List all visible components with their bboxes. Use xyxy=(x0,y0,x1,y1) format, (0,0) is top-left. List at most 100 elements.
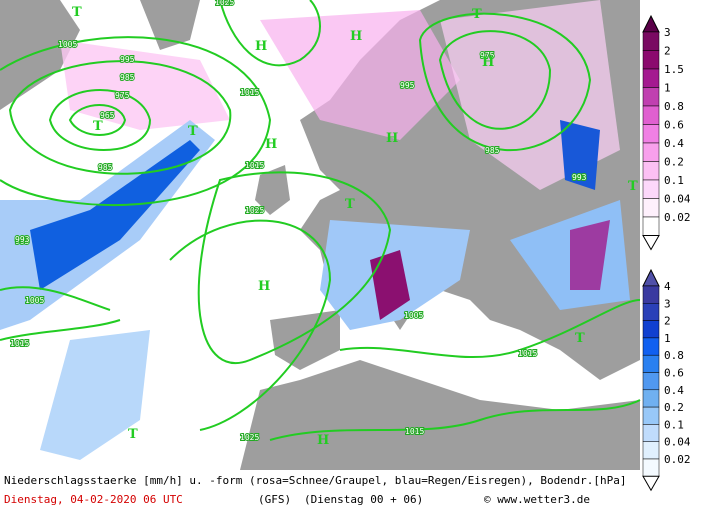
scale-cell xyxy=(642,179,660,199)
scale-cell xyxy=(642,406,660,425)
pressure-label: 1005 xyxy=(404,311,423,320)
scale-label: 0.6 xyxy=(664,367,684,380)
pressure-label: 975 xyxy=(115,91,130,100)
pressure-center: T xyxy=(128,427,138,442)
scale-label: 0.1 xyxy=(664,174,684,187)
pressure-center: T xyxy=(93,119,103,134)
pressure-label: 995 xyxy=(120,55,135,64)
land-greenland xyxy=(0,0,80,110)
isobar xyxy=(197,171,392,365)
scale-cell xyxy=(642,354,660,373)
scale-cell xyxy=(642,372,660,391)
pressure-center: T xyxy=(345,197,355,212)
pressure-center: T xyxy=(72,5,82,20)
scale-label: 0.4 xyxy=(664,137,684,150)
scale-cell xyxy=(642,285,660,304)
pressure-label: 965 xyxy=(100,111,115,120)
scale-arrow xyxy=(642,475,660,492)
pressure-center: T xyxy=(628,179,638,194)
snow-area xyxy=(370,250,410,320)
scale-cell xyxy=(642,105,660,125)
pressure-label: 1025 xyxy=(245,206,264,215)
isobar xyxy=(0,286,121,341)
pressure-label: 985 xyxy=(485,146,500,155)
scale-label: 4 xyxy=(664,280,671,293)
isobar xyxy=(219,0,321,67)
scale-cell xyxy=(642,124,660,144)
scale-label: 0.8 xyxy=(664,349,684,362)
pressure-center: H xyxy=(258,279,270,294)
scale-label: 0.2 xyxy=(664,156,684,169)
pressure-label: 1015 xyxy=(405,427,424,436)
scale-label: 0.8 xyxy=(664,100,684,113)
caption: Niederschlagsstaerke [mm/h] u. -form (ro… xyxy=(4,474,627,506)
scale-label: 0.6 xyxy=(664,119,684,132)
pressure-center: T xyxy=(188,124,198,139)
scale-cell xyxy=(642,216,660,236)
scale-cell xyxy=(642,31,660,51)
scale-cell xyxy=(642,87,660,107)
pressure-center: H xyxy=(317,433,329,448)
land-iberia xyxy=(270,310,340,370)
scale-label: 1.5 xyxy=(664,63,684,76)
pressure-label: 993 xyxy=(15,235,30,244)
pressure-center: T xyxy=(575,331,585,346)
pressure-center: H xyxy=(386,131,398,146)
pressure-label: 993 xyxy=(572,173,587,182)
pressure-label: 1015 xyxy=(518,349,537,358)
scale-cell xyxy=(642,68,660,88)
legend: 3 2 1.5 1 0.8 0.6 0.4 0.2 0.1 0.04 0.02 4 3 2 1 0.8 0.6 0… xyxy=(642,14,691,492)
snow-area xyxy=(570,220,610,290)
pressure-center: H xyxy=(482,55,494,70)
scale-label: 0.04 xyxy=(664,436,691,449)
caption-date: Dienstag, 04-02-2020 06 UTC xyxy=(4,493,183,506)
caption-model: (GFS) xyxy=(258,493,291,506)
pressure-label: 1025 xyxy=(240,433,259,442)
pressure-label: 1005 xyxy=(58,40,77,49)
pressure-center: H xyxy=(255,39,267,54)
pressure-label: 975 xyxy=(480,51,495,60)
isobar xyxy=(339,299,641,358)
pressure-label: 985 xyxy=(120,73,135,82)
scale-cell xyxy=(642,458,660,477)
scale-label: 2 xyxy=(664,315,671,328)
pressure-label: 985 xyxy=(98,163,113,172)
caption-source: © www.wetter3.de xyxy=(484,493,590,506)
scale-label: 1 xyxy=(664,82,671,95)
land-africa xyxy=(240,360,640,470)
scale-cell xyxy=(642,303,660,321)
scale-label: 0.2 xyxy=(664,401,684,414)
scale-cell xyxy=(642,198,660,218)
pressure-label: 1025 xyxy=(215,0,234,7)
scale-cell xyxy=(642,389,660,408)
scale-cell xyxy=(642,337,660,356)
rain-area xyxy=(40,330,150,460)
pressure-label: 1015 xyxy=(240,88,259,97)
snow-area xyxy=(260,10,460,140)
scale-label: 0.02 xyxy=(664,453,691,466)
isobar xyxy=(269,399,641,441)
isobar xyxy=(48,89,152,151)
rain-area xyxy=(560,120,600,190)
pressure-label: 995 xyxy=(400,81,415,90)
caption-description: Niederschlagsstaerke [mm/h] u. -form (ro… xyxy=(4,474,627,487)
pressure-center: T xyxy=(472,7,482,22)
pressure-center: H xyxy=(265,137,277,152)
scale-arrow xyxy=(642,235,660,251)
isobar xyxy=(0,36,272,206)
isobar xyxy=(68,104,127,136)
scale-label: 0.4 xyxy=(664,384,684,397)
scale-cell xyxy=(642,441,660,460)
pressure-label: 1015 xyxy=(10,339,29,348)
scale-cell xyxy=(642,142,660,162)
scale-label: 0.04 xyxy=(664,193,691,206)
caption-run: (Dienstag 00 + 06) xyxy=(304,493,423,506)
scale-label: 3 xyxy=(664,26,671,39)
pressure-label: 995 xyxy=(15,237,30,246)
scale-label: 0.02 xyxy=(664,211,691,224)
scale-cell xyxy=(642,424,660,442)
scale-label: 2 xyxy=(664,45,671,58)
land-britain xyxy=(255,165,290,215)
rain-area xyxy=(30,140,200,290)
isobar xyxy=(169,219,332,431)
